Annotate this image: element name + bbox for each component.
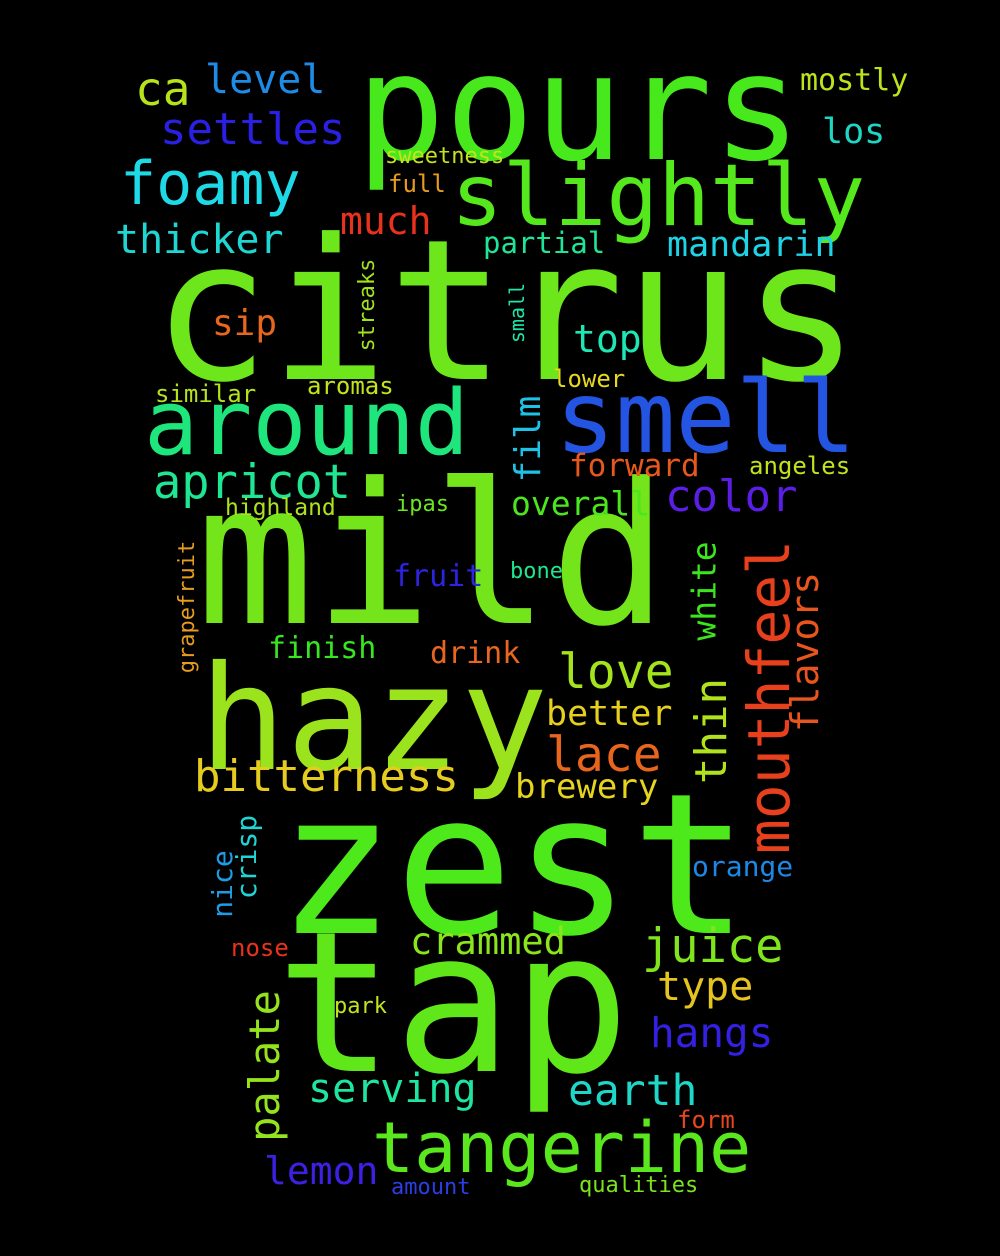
word-serving: serving xyxy=(308,1069,477,1109)
word-streaks: streaks xyxy=(357,259,379,352)
word-much: much xyxy=(340,202,432,240)
word-ca: ca xyxy=(135,66,190,112)
word-orange: orange xyxy=(692,853,793,881)
word-white: white xyxy=(688,541,721,640)
word-love: love xyxy=(558,648,674,696)
word-crammed: crammed xyxy=(410,923,566,960)
word-drink: drink xyxy=(430,639,520,669)
word-amount: amount xyxy=(391,1177,470,1199)
word-highland: highland xyxy=(225,497,336,520)
word-thicker: thicker xyxy=(115,220,284,260)
word-nice: nice xyxy=(209,850,237,917)
word-type: type xyxy=(657,967,753,1007)
word-film: film xyxy=(511,396,547,483)
word-fruit: fruit xyxy=(393,562,483,592)
word-hangs: hangs xyxy=(650,1013,773,1054)
word-better: better xyxy=(546,697,672,732)
word-grapefruit: grapefruit xyxy=(177,541,199,673)
word-angeles: angeles xyxy=(749,454,850,478)
word-sip: sip xyxy=(212,306,277,342)
word-foamy: foamy xyxy=(120,154,301,214)
word-lower: lower xyxy=(553,367,625,391)
word-sweetness: sweetness xyxy=(385,146,504,168)
word-partial: partial xyxy=(483,229,605,258)
word-forward: forward xyxy=(569,451,700,482)
word-brewery: brewery xyxy=(515,770,658,804)
word-thin: thin xyxy=(690,678,734,784)
word-mostly: mostly xyxy=(800,66,908,96)
word-overall: overall xyxy=(511,487,650,520)
word-mandarin: mandarin xyxy=(667,228,836,263)
word-aromas: aromas xyxy=(307,374,394,398)
word-ipas: ipas xyxy=(396,494,449,516)
word-level: level xyxy=(205,60,325,100)
word-juice: juice xyxy=(642,923,783,970)
word-form: form xyxy=(677,1108,735,1132)
word-bone: bone xyxy=(510,561,563,583)
word-full: full xyxy=(388,172,446,196)
word-finish: finish xyxy=(268,634,376,664)
word-similar: similar xyxy=(155,382,256,406)
word-flavors: flavors xyxy=(786,572,824,732)
word-small: small xyxy=(507,283,527,343)
word-los: los xyxy=(822,115,885,150)
word-bitterness: bitterness xyxy=(194,755,459,799)
word-top: top xyxy=(573,320,642,358)
word-nose: nose xyxy=(231,936,289,960)
word-park: park xyxy=(334,996,387,1018)
word-palate: palate xyxy=(244,990,286,1142)
word-lemon: lemon xyxy=(264,1152,378,1190)
word-qualities: qualities xyxy=(579,1175,698,1197)
